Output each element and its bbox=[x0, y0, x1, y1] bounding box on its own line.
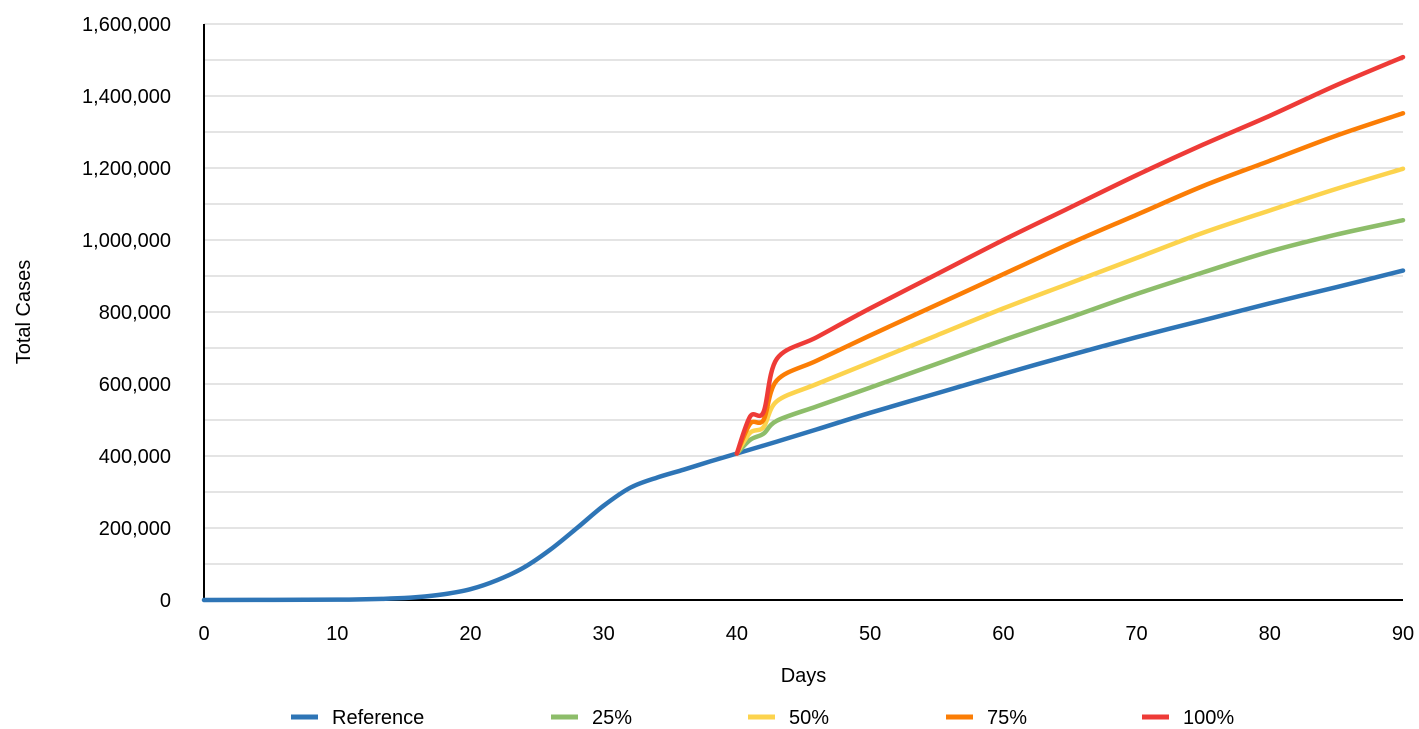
legend: Reference 25% 50% 75% 100% bbox=[291, 707, 1234, 729]
y-tick-label: 0 bbox=[160, 590, 171, 612]
legend-item-50pct: 50% bbox=[748, 707, 829, 729]
y-tick-label: 400,000 bbox=[99, 446, 171, 468]
x-tick-label: 10 bbox=[326, 623, 348, 645]
legend-label: 25% bbox=[592, 707, 632, 729]
x-tick-label: 60 bbox=[992, 623, 1014, 645]
tick-labels: 0 200,000 400,000 600,000 800,000 1,000,000 1,… bbox=[82, 14, 1414, 645]
series-line-50pct bbox=[734, 166, 1406, 456]
y-axis-title: Total Cases bbox=[13, 260, 35, 365]
legend-label: 75% bbox=[987, 707, 1027, 729]
y-tick-label: 200,000 bbox=[99, 518, 171, 540]
legend-label: Reference bbox=[332, 707, 424, 729]
series-line-reference bbox=[201, 268, 1406, 603]
x-tick-label: 0 bbox=[198, 623, 209, 645]
legend-item-75pct: 75% bbox=[946, 707, 1027, 729]
x-tick-label: 70 bbox=[1125, 623, 1147, 645]
y-tick-label: 1,400,000 bbox=[82, 86, 171, 108]
legend-item-reference: Reference bbox=[291, 707, 424, 729]
y-tick-label: 1,200,000 bbox=[82, 158, 171, 180]
y-tick-label: 800,000 bbox=[99, 302, 171, 324]
x-tick-label: 90 bbox=[1392, 623, 1414, 645]
gridlines bbox=[204, 23, 1403, 565]
x-tick-label: 80 bbox=[1259, 623, 1281, 645]
x-tick-label: 40 bbox=[726, 623, 748, 645]
series-line-100pct bbox=[734, 54, 1406, 456]
x-tick-label: 30 bbox=[593, 623, 615, 645]
legend-item-100pct: 100% bbox=[1142, 707, 1234, 729]
y-tick-label: 1,000,000 bbox=[82, 230, 171, 252]
legend-label: 50% bbox=[789, 707, 829, 729]
x-tick-label: 50 bbox=[859, 623, 881, 645]
y-tick-label: 1,600,000 bbox=[82, 14, 171, 36]
y-tick-label: 600,000 bbox=[99, 374, 171, 396]
x-axis-title: Days bbox=[781, 665, 827, 687]
legend-label: 100% bbox=[1183, 707, 1234, 729]
legend-item-25pct: 25% bbox=[551, 707, 632, 729]
series-line-25pct bbox=[734, 217, 1406, 456]
series-line-75pct bbox=[734, 111, 1406, 456]
series-lines bbox=[201, 54, 1406, 603]
x-tick-label: 20 bbox=[459, 623, 481, 645]
